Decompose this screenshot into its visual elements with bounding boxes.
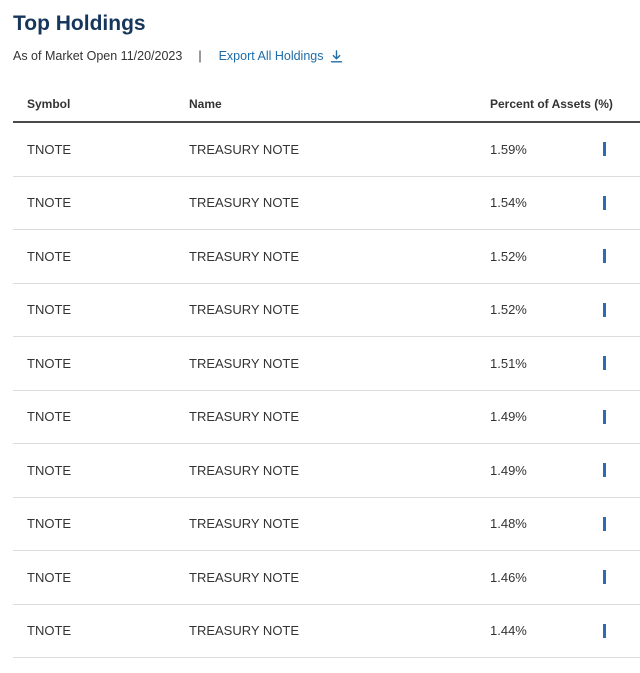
holding-percent: 1.51% <box>490 355 527 371</box>
table-row: TNOTE TREASURY NOTE 1.48% <box>13 497 640 551</box>
holding-percent-cell: 1.49% <box>490 390 640 444</box>
holding-name: TREASURY NOTE <box>189 176 490 230</box>
holding-percent: 1.48% <box>490 516 527 532</box>
holding-symbol: TNOTE <box>13 229 189 284</box>
holding-symbol: TNOTE <box>13 550 189 605</box>
table-row: TNOTE TREASURY NOTE 1.59% <box>13 122 640 177</box>
table-row: TNOTE TREASURY NOTE 1.52% <box>13 229 640 284</box>
table-row: TNOTE TREASURY NOTE 1.49% <box>13 443 640 498</box>
holding-name: TREASURY NOTE <box>189 497 490 551</box>
holding-name: TREASURY NOTE <box>189 604 490 658</box>
holding-percent-cell: 1.46% <box>490 550 640 605</box>
holding-percent-cell: 1.48% <box>490 497 640 551</box>
holding-percent: 1.44% <box>490 623 527 639</box>
page-title: Top Holdings <box>13 12 146 35</box>
download-icon <box>330 49 342 62</box>
holding-percent-cell: 1.52% <box>490 283 640 337</box>
holding-name: TREASURY NOTE <box>189 122 490 177</box>
holdings-table: Symbol Name Percent of Assets (%) TNOTE T… <box>13 86 640 658</box>
holding-symbol: TNOTE <box>13 283 189 337</box>
holding-percent-cell: 1.51% <box>490 336 640 391</box>
column-header-name[interactable]: Name <box>189 86 490 123</box>
holding-symbol: TNOTE <box>13 443 189 498</box>
holding-percent-cell: 1.54% <box>490 176 640 230</box>
percent-bar <box>603 623 606 638</box>
holding-name: TREASURY NOTE <box>189 443 490 498</box>
holding-name: TREASURY NOTE <box>189 336 490 391</box>
holdings-meta: As of Market Open 11/20/2023 | Export Al… <box>13 47 343 65</box>
holding-percent-cell: 1.59% <box>490 122 640 177</box>
percent-bar <box>603 409 606 424</box>
percent-bar <box>603 302 606 317</box>
holding-percent: 1.52% <box>490 248 527 264</box>
table-row: TNOTE TREASURY NOTE 1.46% <box>13 550 640 605</box>
divider: | <box>198 49 202 63</box>
holding-name: TREASURY NOTE <box>189 229 490 284</box>
holding-name: TREASURY NOTE <box>189 390 490 444</box>
table-row: TNOTE TREASURY NOTE 1.54% <box>13 176 640 230</box>
table-row: TNOTE TREASURY NOTE 1.44% <box>13 604 640 658</box>
holding-symbol: TNOTE <box>13 336 189 391</box>
holding-percent-cell: 1.52% <box>490 229 640 284</box>
holding-percent: 1.52% <box>490 302 527 318</box>
table-row: TNOTE TREASURY NOTE 1.52% <box>13 283 640 337</box>
column-header-symbol[interactable]: Symbol <box>13 86 189 123</box>
holding-percent: 1.46% <box>490 569 527 585</box>
percent-bar <box>603 516 606 531</box>
holding-symbol: TNOTE <box>13 497 189 551</box>
holding-symbol: TNOTE <box>13 604 189 658</box>
holding-percent: 1.54% <box>490 195 527 211</box>
percent-bar <box>603 463 606 478</box>
percent-bar <box>603 249 606 264</box>
percent-bar <box>603 195 606 210</box>
holding-symbol: TNOTE <box>13 122 189 177</box>
export-link-label: Export All Holdings <box>218 49 324 63</box>
export-all-holdings-link[interactable]: Export All Holdings <box>219 47 343 65</box>
column-header-percent[interactable]: Percent of Assets (%) <box>490 86 640 123</box>
holding-percent: 1.49% <box>490 409 527 425</box>
holding-percent: 1.59% <box>490 141 527 157</box>
percent-bar <box>603 142 606 157</box>
holding-name: TREASURY NOTE <box>189 283 490 337</box>
percent-bar <box>603 356 606 371</box>
holding-symbol: TNOTE <box>13 176 189 230</box>
table-header-row: Symbol Name Percent of Assets (%) <box>13 86 640 123</box>
holding-percent-cell: 1.49% <box>490 443 640 498</box>
percent-bar <box>603 570 606 585</box>
table-row: TNOTE TREASURY NOTE 1.51% <box>13 336 640 391</box>
holding-percent-cell: 1.44% <box>490 604 640 658</box>
holding-name: TREASURY NOTE <box>189 550 490 605</box>
as-of-date: As of Market Open 11/20/2023 <box>13 49 183 63</box>
holding-percent: 1.49% <box>490 462 527 478</box>
table-row: TNOTE TREASURY NOTE 1.49% <box>13 390 640 444</box>
holdings-body: TNOTE TREASURY NOTE 1.59% TNOTE TREASURY NOT… <box>13 122 640 658</box>
holding-symbol: TNOTE <box>13 390 189 444</box>
